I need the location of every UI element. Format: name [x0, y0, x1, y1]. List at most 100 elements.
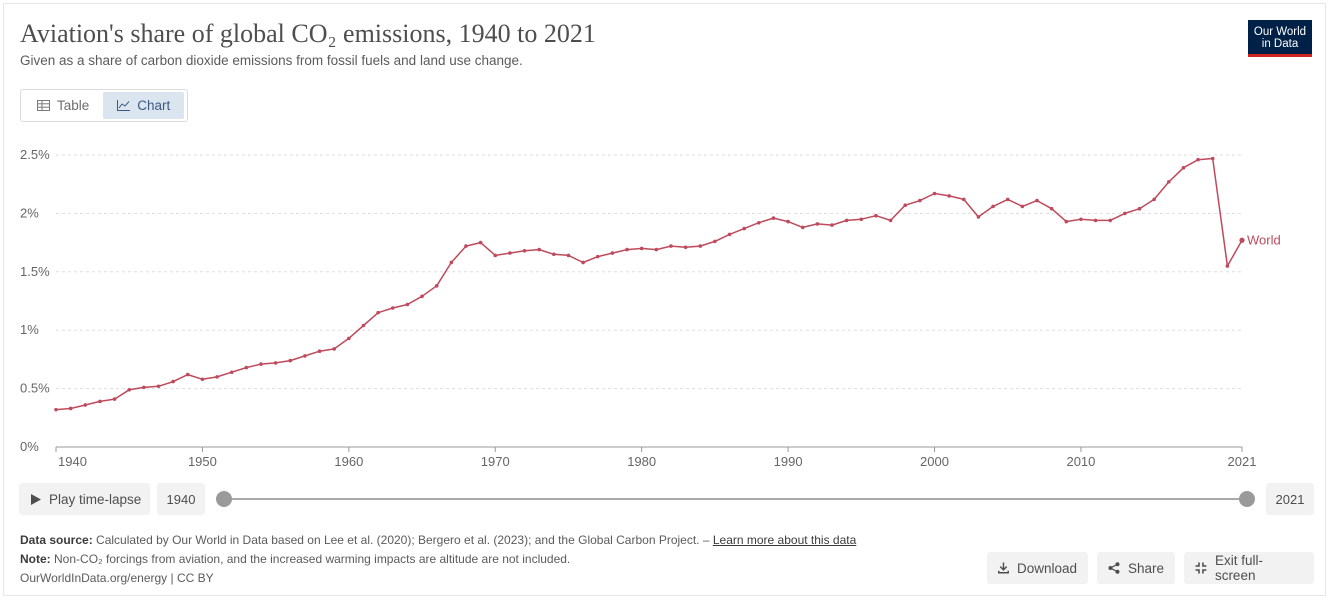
data-point [552, 252, 556, 257]
data-point [98, 399, 102, 404]
data-point [83, 403, 88, 407]
play-icon [31, 493, 41, 505]
data-point [1020, 204, 1025, 209]
data-point [273, 361, 278, 365]
exit-fullscreen-icon [1195, 562, 1207, 574]
data-point [888, 218, 893, 223]
x-tick-label: 2021 [1228, 454, 1257, 469]
data-point [112, 397, 117, 401]
y-tick-label: 0% [20, 439, 39, 454]
download-icon [998, 562, 1009, 574]
share-button[interactable]: Share [1097, 552, 1175, 584]
data-point [361, 323, 366, 328]
timeline-end-year: 2021 [1266, 483, 1314, 515]
data-point [508, 251, 512, 255]
data-point [200, 377, 205, 382]
x-tick-label: 2000 [920, 454, 949, 469]
data-point [1225, 264, 1230, 268]
x-tick-label: 2010 [1066, 454, 1095, 469]
data-point [1035, 198, 1039, 203]
data-point [566, 253, 571, 258]
timeline-track[interactable] [223, 498, 1247, 500]
y-tick-label: 1.5% [20, 264, 50, 279]
logo-line-2: in Data [1261, 38, 1299, 50]
exit-fullscreen-label: Exit full-screen [1214, 553, 1263, 583]
data-point [1210, 156, 1215, 161]
data-point [639, 246, 644, 251]
data-point [376, 310, 380, 315]
data-point [215, 375, 219, 379]
data-point [757, 220, 761, 225]
x-tick-label: 1990 [774, 454, 803, 469]
data-point [259, 362, 263, 366]
download-button[interactable]: Download [987, 552, 1088, 584]
data-point [859, 217, 864, 222]
data-point [434, 284, 439, 288]
data-point [1123, 211, 1127, 216]
data-point [1137, 206, 1142, 211]
data-point [1049, 206, 1054, 211]
data-point [844, 218, 849, 223]
data-point [669, 244, 673, 248]
data-source-line: Data source: Calculated by Our World in … [20, 531, 856, 550]
timeline-controls: Play time-lapse 1940 2021 [0, 483, 1331, 517]
data-point [390, 306, 395, 310]
data-point [830, 223, 834, 227]
y-tick-label: 1% [20, 322, 39, 337]
owid-logo[interactable]: Our World in Data [1248, 20, 1312, 57]
y-tick-label: 2% [20, 205, 39, 220]
data-point [317, 349, 322, 354]
data-point [625, 247, 629, 252]
data-point [1239, 237, 1245, 243]
data-point [903, 203, 908, 208]
data-point [786, 219, 790, 224]
data-point [800, 225, 805, 230]
learn-more-link[interactable]: Learn more about this data [712, 533, 857, 547]
table-icon [37, 100, 50, 111]
chart-title: Aviation's share of global CO₂ emissions… [20, 19, 596, 48]
data-point [185, 372, 190, 377]
data-point [815, 222, 820, 226]
data-point [54, 407, 58, 412]
play-timelapse-button[interactable]: Play time-lapse [19, 483, 150, 515]
data-point [874, 213, 878, 218]
data-point [171, 379, 175, 384]
data-point [522, 248, 527, 253]
timeline-end-handle[interactable] [1239, 491, 1255, 507]
tab-table[interactable]: Table [23, 92, 103, 119]
credit-line[interactable]: OurWorldInData.org/energy | CC BY [20, 571, 214, 585]
share-label: Share [1127, 560, 1164, 576]
data-point [303, 354, 307, 358]
chart-footer: Data source: Calculated by Our World in … [20, 531, 856, 588]
data-source-text: Calculated by Our World in Data based on… [96, 533, 710, 547]
data-point [683, 245, 688, 250]
data-point [68, 406, 73, 411]
data-point [1196, 157, 1200, 162]
data-point [478, 240, 483, 245]
data-point [1064, 219, 1069, 224]
data-point [142, 385, 146, 390]
data-point [449, 260, 454, 265]
y-tick-label: 0.5% [20, 381, 50, 396]
data-point [244, 365, 249, 370]
data-point [1005, 197, 1010, 202]
exit-fullscreen-button[interactable]: Exit full-screen [1184, 552, 1314, 584]
note-line: Note: Non-CO₂ forcings from aviation, an… [20, 550, 856, 569]
x-tick-label: 1980 [627, 454, 656, 469]
data-point [1108, 218, 1113, 223]
data-point [581, 260, 585, 265]
note-label: Note: [20, 552, 51, 566]
note-text: Non-CO₂ forcings from aviation, and the … [54, 552, 571, 566]
line-chart: 0% 0.5% 1% 1.5% 2% 2.5% 1940 1950 1960 1970 1980 19… [20, 147, 1281, 469]
data-point [742, 226, 746, 231]
share-icon [1108, 562, 1120, 574]
tab-chart[interactable]: Chart [103, 92, 185, 119]
data-point [156, 384, 161, 389]
x-tick-label: 1940 [58, 454, 87, 469]
logo-line-1: Our World [1253, 26, 1307, 38]
timeline-start-handle[interactable] [216, 491, 232, 507]
data-point [595, 254, 600, 259]
data-point [976, 215, 981, 219]
data-point [1181, 166, 1186, 170]
data-point [1166, 180, 1171, 184]
